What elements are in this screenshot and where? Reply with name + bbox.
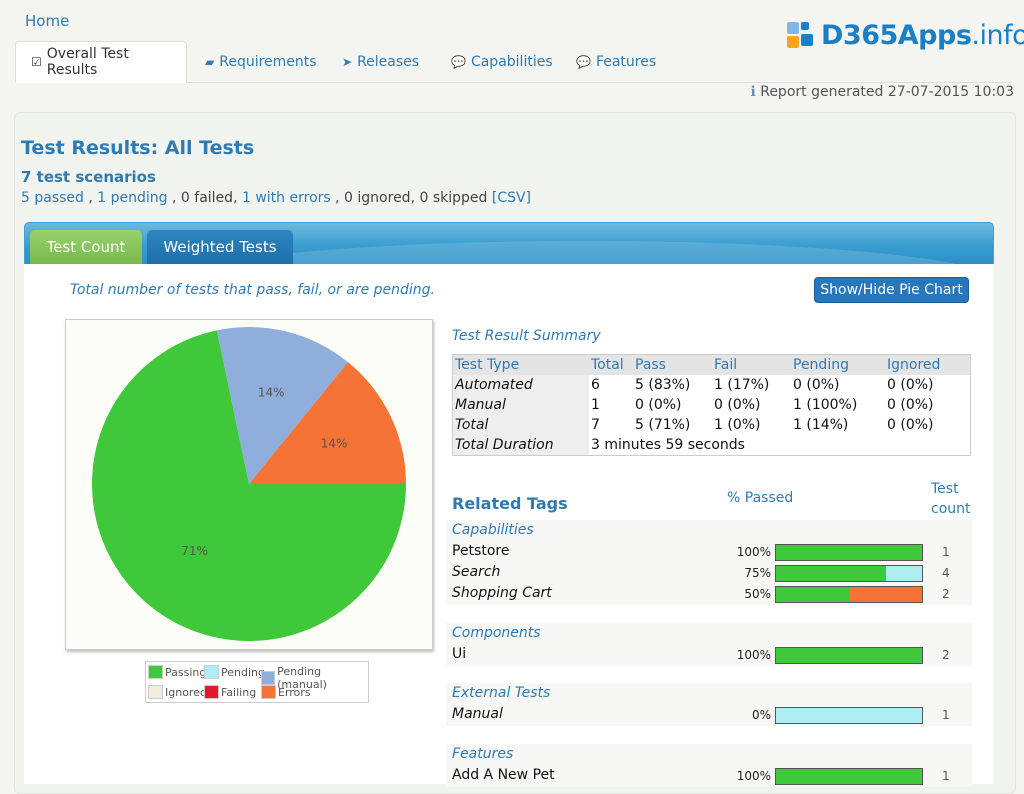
tag-link-shopping-cart[interactable]: Shopping Cart bbox=[452, 585, 552, 601]
tag-progress-bar bbox=[775, 565, 923, 582]
test-count-header: Test count bbox=[931, 481, 971, 517]
legend-swatch bbox=[204, 685, 219, 699]
tag-link-ui[interactable]: Ui bbox=[452, 646, 467, 662]
legend-item-passing: Passing bbox=[148, 665, 206, 679]
tag-link-petstore[interactable]: Petstore bbox=[452, 543, 510, 559]
skipped-count: 0 skipped bbox=[419, 190, 488, 206]
comments-icon: 💬 bbox=[451, 54, 466, 69]
main-tabs: ☑ Overall Test Results ▰ Requirements ➤ Rel… bbox=[15, 41, 1012, 83]
tag-link-search[interactable]: Search bbox=[452, 564, 501, 580]
summary-row: Total 7 5 (71%) 1 (0%) 1 (14%) 0 (0%) bbox=[452, 415, 971, 435]
bar-segment-pass bbox=[776, 769, 922, 784]
pie-label: 14% bbox=[258, 385, 285, 399]
tag-group-components: Components bbox=[452, 625, 541, 641]
pie-chart: 71% 14% 14% bbox=[92, 327, 406, 641]
pie-slice-passing bbox=[92, 330, 406, 641]
csv-link[interactable]: [CSV] bbox=[491, 190, 532, 206]
legend-swatch bbox=[261, 671, 276, 685]
tag-progress-bar bbox=[775, 768, 923, 785]
tag-link-manual[interactable]: Manual bbox=[452, 706, 503, 722]
legend-swatch bbox=[148, 665, 163, 679]
passed-link[interactable]: 5 passed bbox=[21, 190, 84, 206]
home-link[interactable]: Home bbox=[25, 12, 70, 30]
tag-group-capabilities: Capabilities bbox=[452, 522, 534, 538]
bar-segment-error bbox=[849, 587, 922, 602]
bar-segment-pass bbox=[776, 587, 849, 602]
logo: D365Apps.info bbox=[787, 18, 1024, 52]
chart-subtitle: Total number of tests that pass, fail, o… bbox=[70, 282, 436, 298]
pie-label: 14% bbox=[321, 437, 348, 451]
legend-swatch bbox=[261, 685, 276, 699]
logo-mark-icon bbox=[787, 20, 817, 50]
book-icon: ▰ bbox=[205, 54, 215, 69]
summary-duration-row: Total Duration 3 minutes 59 seconds bbox=[452, 435, 971, 456]
legend-item-pending-manual: Pending (manual) bbox=[261, 665, 368, 691]
summary-title: Test Result Summary bbox=[452, 328, 601, 344]
paper-plane-icon: ➤ bbox=[342, 54, 353, 69]
related-tags-heading: Related Tags bbox=[452, 494, 568, 513]
legend-item-failing: Failing bbox=[204, 685, 256, 699]
legend-swatch bbox=[148, 685, 163, 699]
view-tab-bar: Test Count Weighted Tests bbox=[24, 222, 994, 265]
tag-count: 2 bbox=[942, 587, 950, 601]
chart-legend: Passing Pending Pending (manual) Ignored… bbox=[145, 661, 369, 703]
tab-weighted-tests[interactable]: Weighted Tests bbox=[147, 230, 293, 264]
legend-swatch bbox=[204, 665, 219, 679]
tag-percent: 100% bbox=[736, 545, 771, 559]
checkbox-icon: ☑ bbox=[31, 55, 42, 69]
tag-progress-bar bbox=[775, 707, 923, 724]
toggle-pie-chart-button[interactable]: Show/Hide Pie Chart bbox=[814, 277, 969, 303]
tag-percent: 75% bbox=[744, 566, 771, 580]
bar-segment-pass bbox=[776, 648, 922, 663]
summary-row: Automated 6 5 (83%) 1 (17%) 0 (0%) 0 (0%) bbox=[452, 375, 971, 395]
tag-count: 1 bbox=[942, 769, 950, 783]
tag-group-external-tests: External Tests bbox=[452, 685, 551, 701]
tab-capabilities[interactable]: 💬 Capabilities bbox=[451, 53, 553, 70]
tag-count: 1 bbox=[942, 545, 950, 559]
legend-item-errors: Errors bbox=[261, 685, 311, 699]
tag-group-features: Features bbox=[452, 746, 514, 762]
page-title: Test Results: All Tests bbox=[21, 137, 255, 159]
tag-count: 1 bbox=[942, 708, 950, 722]
scenario-count: 7 test scenarios bbox=[21, 168, 156, 186]
pending-link[interactable]: 1 pending bbox=[97, 190, 168, 206]
summary-row: Manual 1 0 (0%) 0 (0%) 1 (100%) 0 (0%) bbox=[452, 395, 971, 415]
tab-releases[interactable]: ➤ Releases bbox=[342, 53, 420, 70]
bar-segment-pass bbox=[776, 545, 922, 560]
legend-item-pending: Pending bbox=[204, 665, 265, 679]
tag-percent: 100% bbox=[736, 648, 771, 662]
pie-slice-errors bbox=[249, 362, 406, 484]
percent-passed-header: % Passed bbox=[727, 490, 794, 506]
bar-segment-pending bbox=[776, 708, 922, 723]
tag-progress-bar bbox=[775, 647, 923, 664]
failed-count: 0 failed, bbox=[180, 190, 238, 206]
summary-header-row: Test Type Total Pass Fail Pending Ignore… bbox=[452, 354, 971, 375]
tab-test-count[interactable]: Test Count bbox=[30, 230, 142, 264]
pie-label: 71% bbox=[181, 544, 208, 558]
info-icon: ℹ bbox=[750, 84, 756, 100]
tag-progress-bar bbox=[775, 586, 923, 603]
errors-link[interactable]: 1 with errors bbox=[241, 190, 331, 206]
tab-overall-test-results[interactable]: ☑ Overall Test Results bbox=[15, 41, 187, 83]
bar-segment-pass bbox=[776, 566, 886, 581]
ignored-count: 0 ignored, bbox=[344, 190, 416, 206]
tab-requirements[interactable]: ▰ Requirements bbox=[205, 53, 317, 70]
tab-features[interactable]: 💬 Features bbox=[576, 53, 657, 70]
bar-segment-pending bbox=[885, 566, 922, 581]
comments-icon: 💬 bbox=[576, 54, 591, 69]
tag-count: 4 bbox=[942, 566, 950, 580]
summary-table: Test Type Total Pass Fail Pending Ignore… bbox=[452, 354, 971, 456]
legend-item-ignored: Ignored bbox=[148, 685, 207, 699]
tag-link-add-a-new-pet[interactable]: Add A New Pet bbox=[452, 767, 555, 783]
tag-percent: 100% bbox=[736, 769, 771, 783]
pie-slice-pending-manual bbox=[216, 327, 348, 484]
report-generated: ℹ Report generated 27-07-2015 10:03 bbox=[750, 84, 1014, 100]
pie-chart-container: 71% 14% 14% bbox=[65, 319, 433, 650]
result-counts: 5 passed , 1 pending , 0 failed, 1 with … bbox=[21, 190, 532, 206]
tag-percent: 50% bbox=[744, 587, 771, 601]
logo-text: D365Apps.info bbox=[821, 19, 1024, 51]
tag-percent: 0% bbox=[751, 708, 771, 722]
tag-progress-bar bbox=[775, 544, 923, 561]
tag-count: 2 bbox=[942, 648, 950, 662]
